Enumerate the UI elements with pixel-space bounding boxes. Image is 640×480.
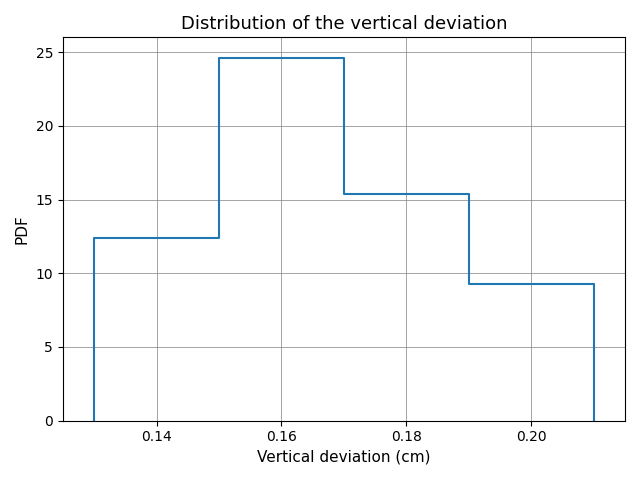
- Y-axis label: PDF: PDF: [15, 214, 30, 244]
- X-axis label: Vertical deviation (cm): Vertical deviation (cm): [257, 450, 431, 465]
- Title: Distribution of the vertical deviation: Distribution of the vertical deviation: [180, 15, 508, 33]
